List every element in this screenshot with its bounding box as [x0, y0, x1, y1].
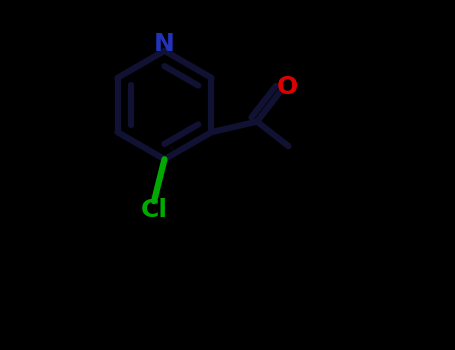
Text: O: O	[277, 75, 298, 99]
Text: N: N	[154, 33, 175, 56]
Text: Cl: Cl	[141, 198, 167, 222]
